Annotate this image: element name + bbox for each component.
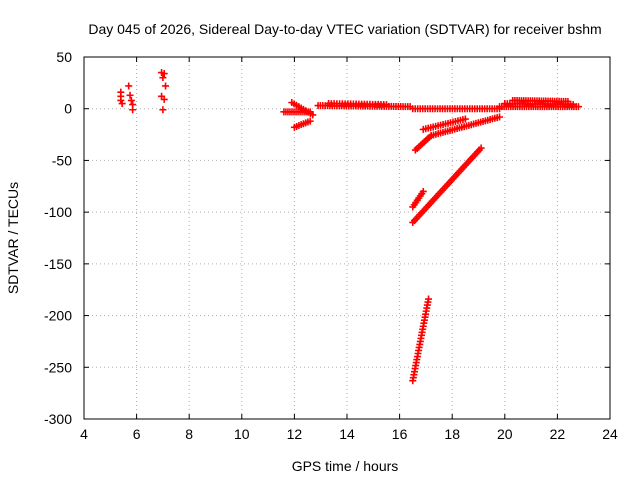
x-tick-label: 24 (602, 426, 618, 442)
data-points (117, 69, 582, 385)
y-tick-label: -250 (44, 359, 72, 375)
x-axis-label: GPS time / hours (292, 458, 399, 474)
y-tick-label: 0 (64, 101, 72, 117)
data-point (129, 106, 137, 114)
data-point (159, 74, 167, 82)
x-tick-label: 20 (497, 426, 513, 442)
x-tick-label: 16 (392, 426, 408, 442)
data-point (419, 187, 427, 195)
data-point (425, 295, 433, 303)
data-point (461, 115, 469, 123)
y-tick-label: -200 (44, 308, 72, 324)
data-point (127, 96, 135, 104)
data-point (160, 95, 168, 103)
x-tick-label: 10 (234, 426, 250, 442)
plot-frame (83, 56, 611, 420)
x-tick-label: 14 (339, 426, 355, 442)
axis-ticks: 4 6 8 10 12 14 16 18 20 22 24 -300 -250 -200 -150 -100 -… (44, 49, 618, 442)
data-point (309, 111, 317, 119)
data-point (159, 106, 167, 114)
y-axis-label: SDTVAR / TECUs (5, 182, 21, 294)
data-point (569, 101, 577, 109)
data-point (382, 101, 390, 109)
x-tick-label: 18 (444, 426, 460, 442)
chart-title: Day 045 of 2026, Sidereal Day-to-day VTE… (88, 21, 601, 37)
x-tick-label: 6 (133, 426, 141, 442)
data-point (162, 82, 170, 90)
y-tick-label: 50 (56, 49, 72, 65)
y-tick-label: -150 (44, 256, 72, 272)
y-tick-label: -100 (44, 204, 72, 220)
x-tick-label: 8 (185, 426, 193, 442)
x-tick-label: 22 (550, 426, 566, 442)
data-point (496, 113, 504, 121)
data-point (477, 144, 485, 152)
data-point (118, 100, 126, 108)
data-point (126, 91, 134, 99)
x-tick-label: 4 (80, 426, 88, 442)
x-tick-label: 12 (287, 426, 303, 442)
data-point (160, 70, 168, 78)
data-point (306, 117, 314, 125)
data-point (574, 103, 582, 111)
y-tick-label: -300 (44, 411, 72, 427)
y-tick-label: -50 (52, 152, 72, 168)
data-point (125, 82, 133, 90)
grid (84, 57, 610, 419)
